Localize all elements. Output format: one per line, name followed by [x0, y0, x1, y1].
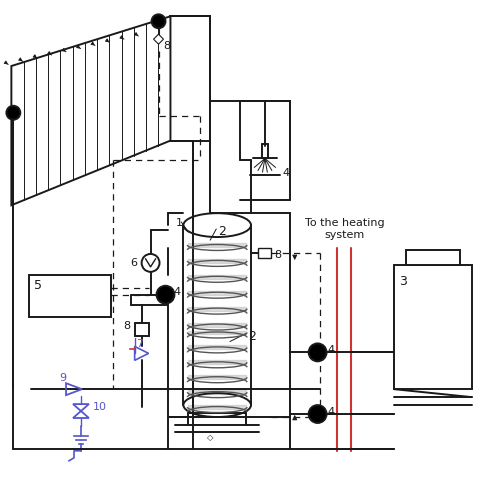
Bar: [30, 275, 111, 317]
Circle shape: [142, 254, 160, 272]
Text: 5: 5: [34, 279, 42, 292]
Bar: [406, 250, 460, 265]
Text: 4: 4: [328, 346, 334, 355]
Text: 6: 6: [130, 258, 138, 268]
Text: 8: 8: [274, 250, 281, 260]
Bar: [134, 323, 148, 336]
Circle shape: [152, 14, 166, 28]
Text: 4: 4: [328, 407, 334, 417]
Text: 8: 8: [124, 321, 130, 330]
Circle shape: [308, 344, 326, 361]
Text: 1: 1: [176, 218, 182, 228]
Text: 8: 8: [164, 41, 170, 51]
Text: 4: 4: [174, 287, 180, 297]
Bar: [258, 248, 271, 258]
Text: 10: 10: [93, 402, 107, 412]
Text: To the heating
system: To the heating system: [304, 218, 384, 240]
Circle shape: [6, 106, 20, 120]
Text: 7: 7: [136, 340, 143, 349]
Polygon shape: [154, 34, 164, 44]
Text: 2: 2: [248, 329, 256, 343]
Text: ◇: ◇: [207, 433, 214, 442]
Text: 2: 2: [218, 225, 226, 238]
Bar: [394, 265, 471, 389]
Circle shape: [156, 286, 174, 304]
Circle shape: [308, 405, 326, 423]
Text: 3: 3: [399, 275, 407, 288]
Text: 4: 4: [283, 168, 290, 179]
Text: 9: 9: [59, 373, 66, 383]
